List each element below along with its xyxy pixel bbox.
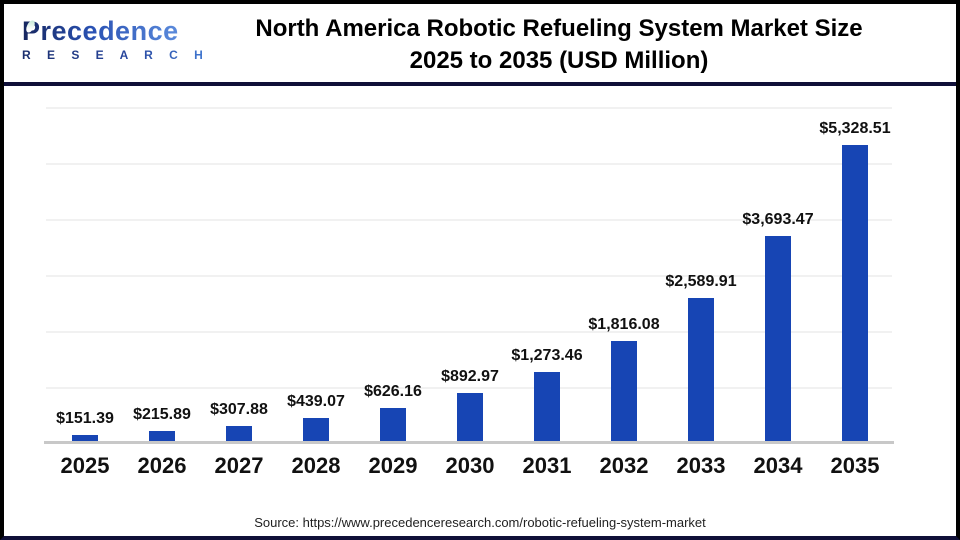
x-tick-label-2026: 2026 bbox=[137, 453, 187, 478]
bar-value-label-2034: $3,693.47 bbox=[742, 211, 814, 228]
chart-title-line2: 2025 to 2035 (USD Million) bbox=[409, 47, 709, 74]
x-axis-line bbox=[44, 441, 894, 444]
gridline bbox=[46, 387, 892, 389]
gridline bbox=[46, 163, 892, 165]
gridline bbox=[46, 275, 892, 277]
x-tick-label-2028: 2028 bbox=[291, 453, 341, 478]
gridline bbox=[46, 107, 892, 109]
header: Precedence R E S E A R C H North America… bbox=[4, 4, 956, 82]
bar-2026 bbox=[149, 431, 175, 443]
x-tick-label-2035: 2035 bbox=[830, 453, 880, 478]
brand-logo: Precedence R E S E A R C H bbox=[4, 4, 210, 82]
x-tick-label-2031: 2031 bbox=[522, 453, 572, 478]
bar-value-label-2032: $1,816.08 bbox=[588, 316, 660, 333]
bar-value-label-2027: $307.88 bbox=[210, 401, 268, 418]
bar-value-label-2033: $2,589.91 bbox=[665, 273, 737, 290]
bar-2035 bbox=[842, 145, 868, 443]
bar-2032 bbox=[611, 341, 637, 443]
x-tick-label-2027: 2027 bbox=[214, 453, 264, 478]
header-divider bbox=[4, 82, 956, 86]
gridline bbox=[46, 219, 892, 221]
bar-value-label-2028: $439.07 bbox=[287, 393, 345, 410]
bar-2028 bbox=[303, 418, 329, 443]
x-tick-label-2034: 2034 bbox=[753, 453, 803, 478]
logo-wordmark: Precedence bbox=[22, 16, 179, 46]
bar-value-label-2030: $892.97 bbox=[441, 368, 499, 385]
x-tick-label-2033: 2033 bbox=[676, 453, 726, 478]
bar-2033 bbox=[688, 298, 714, 443]
bar-2034 bbox=[765, 236, 791, 443]
chart-title: North America Robotic Refueling System M… bbox=[210, 4, 956, 82]
bar-value-label-2031: $1,273.46 bbox=[511, 347, 583, 364]
bar-2030 bbox=[457, 393, 483, 443]
x-tick-label-2030: 2030 bbox=[445, 453, 495, 478]
source-note: Source: https://www.precedenceresearch.c… bbox=[254, 515, 706, 530]
logo-brand-text: Precedence bbox=[22, 16, 179, 46]
x-tick-label-2032: 2032 bbox=[599, 453, 649, 478]
gridline bbox=[46, 331, 892, 333]
logo-subtitle: R E S E A R C H bbox=[22, 48, 210, 62]
x-tick-label-2025: 2025 bbox=[60, 453, 110, 478]
bar-2027 bbox=[226, 426, 252, 443]
x-tick-label-2029: 2029 bbox=[368, 453, 418, 478]
bar-value-label-2025: $151.39 bbox=[56, 410, 114, 427]
bar-chart-plot-area bbox=[46, 107, 892, 443]
bar-value-label-2029: $626.16 bbox=[364, 383, 422, 400]
bar-value-label-2026: $215.89 bbox=[133, 406, 191, 423]
bar-2025 bbox=[72, 435, 98, 443]
bar-2029 bbox=[380, 408, 406, 443]
chart-title-line1: North America Robotic Refueling System M… bbox=[255, 15, 863, 42]
bar-2031 bbox=[534, 372, 560, 443]
bar-value-label-2035: $5,328.51 bbox=[819, 120, 891, 137]
